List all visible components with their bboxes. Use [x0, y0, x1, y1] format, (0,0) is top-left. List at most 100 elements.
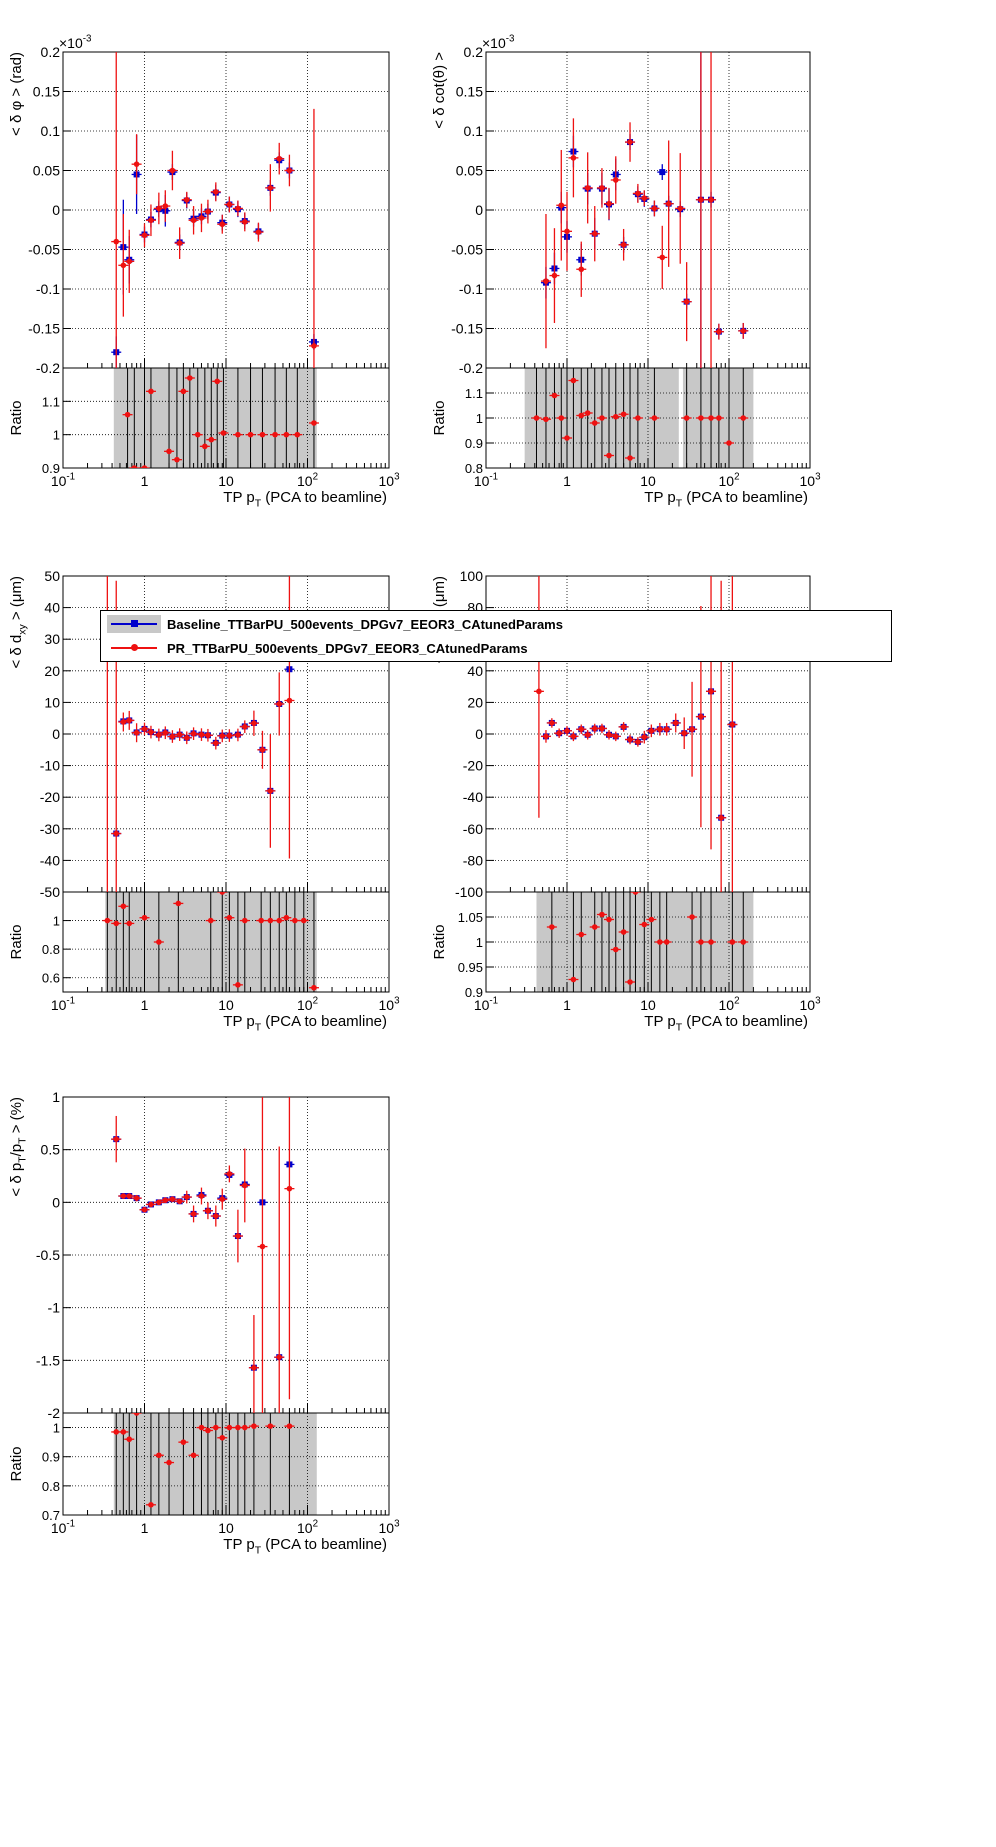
ratio-point	[632, 892, 639, 895]
ytick-label: 30	[44, 631, 60, 647]
ytick-label: 0.1	[464, 123, 484, 139]
data-point-pr	[205, 732, 211, 739]
data-point-pr	[689, 726, 695, 733]
xtick-label: 10-1​	[474, 996, 498, 1013]
ratio-point	[219, 892, 226, 895]
ratio-point	[198, 1424, 205, 1431]
ytick-label: 0	[475, 202, 483, 218]
legend-label-baseline: Baseline_TTBarPU_500events_DPGv7_EEOR3_C…	[167, 616, 563, 632]
data-point-pr	[564, 228, 570, 235]
ytick-label: 0	[475, 726, 483, 742]
data-point-pr	[708, 688, 714, 695]
ratio-point	[235, 982, 241, 988]
data-point-pr	[148, 217, 154, 224]
ratio-point	[620, 929, 627, 935]
ytick-label: -1	[48, 1300, 61, 1316]
data-point-pr	[635, 190, 641, 197]
ytick-label: -30	[40, 821, 60, 837]
ratio-ytick-label: 1	[476, 411, 483, 426]
data-point-pr	[169, 733, 176, 740]
data-point-pr	[205, 208, 211, 215]
ratio-point	[208, 436, 215, 443]
ratio-point	[283, 431, 290, 438]
ratio-point	[283, 914, 290, 921]
ratio-point	[292, 917, 298, 924]
ratio-point	[311, 420, 317, 426]
data-point-pr	[169, 167, 176, 174]
data-point-pr	[126, 258, 133, 265]
ytick-label: 0.1	[41, 123, 61, 139]
ratio-point	[235, 1424, 241, 1431]
ytick-label: -0.2	[36, 360, 60, 376]
data-point-pr	[718, 814, 724, 821]
data-point-pr	[591, 725, 598, 732]
data-point-pr	[627, 139, 633, 145]
data-point-pr	[551, 272, 558, 279]
x-axis-label: TP pT​ (PCA to beamline)	[644, 1013, 808, 1034]
data-point-pr	[219, 733, 226, 739]
data-point-pr	[620, 241, 627, 248]
data-point-pr	[683, 298, 690, 305]
data-point-pr	[659, 254, 666, 261]
ratio-point	[599, 911, 605, 918]
ratio-point	[220, 430, 227, 436]
ratio-point	[578, 412, 585, 419]
ratio-ytick-label: 1.05	[458, 910, 483, 925]
data-point-pr	[599, 725, 605, 732]
ratio-point	[606, 452, 612, 459]
ytick-label: 20	[44, 663, 60, 679]
data-point-pr	[190, 730, 197, 737]
data-point-pr	[162, 729, 169, 736]
ratio-point	[190, 1452, 197, 1459]
data-point-pr	[729, 721, 736, 728]
data-point-pr	[627, 736, 633, 743]
ratio-ytick-label: 0.95	[458, 960, 483, 975]
ytick-label: 0.15	[33, 84, 60, 100]
data-point-pr	[126, 1193, 133, 1199]
ratio-group	[531, 377, 749, 461]
ratio-point	[141, 465, 148, 468]
ytick-label: -0.2	[459, 360, 483, 376]
ratio-axis-label: Ratio	[8, 1446, 25, 1481]
ratio-group	[122, 375, 319, 468]
xtick-label: 10	[218, 997, 234, 1013]
data-point-pr	[162, 203, 169, 209]
ratio-ytick-label: 1	[53, 1421, 60, 1436]
ratio-point	[740, 939, 747, 945]
data-point-pr	[213, 740, 219, 746]
ytick-label: -60	[463, 821, 483, 837]
ytick-label: -40	[40, 852, 60, 868]
x-axis-label: TP pT​ (PCA to beamline)	[223, 1536, 387, 1557]
ytick-label: -0.1	[36, 281, 60, 297]
xtick-label: 102​	[718, 996, 739, 1013]
data-point-pr	[183, 196, 190, 203]
ratio-point	[599, 415, 605, 421]
data-point-pr	[716, 328, 722, 335]
xtick-label: 10-1​	[51, 472, 75, 489]
data-point-pr	[141, 232, 148, 239]
ratio-point	[683, 415, 690, 421]
ytick-label: 0	[52, 726, 60, 742]
ratio-point	[570, 976, 577, 983]
ratio-point	[213, 1424, 219, 1431]
ratio-point	[174, 456, 180, 463]
ytick-label: 100	[460, 568, 484, 584]
xtick-label: 103​	[799, 472, 821, 489]
data-point-pr	[213, 1213, 219, 1219]
ratio-point	[226, 1424, 233, 1431]
ratio-point	[648, 916, 655, 923]
ratio-point	[564, 435, 570, 441]
ratio-group	[111, 1413, 295, 1508]
xtick-label: 103​	[378, 996, 400, 1013]
data-point-pr	[570, 155, 577, 161]
data-point-pr	[213, 189, 219, 195]
data-point-pr	[286, 167, 293, 174]
ytick-label: -0.1	[459, 281, 483, 297]
data-point-pr	[190, 217, 197, 224]
data-point-pr	[267, 788, 274, 794]
ytick-label: 0.05	[33, 163, 60, 179]
data-point-pr	[665, 200, 672, 207]
data-point-pr	[556, 730, 562, 737]
ratio-ytick-label: 1	[53, 428, 60, 443]
